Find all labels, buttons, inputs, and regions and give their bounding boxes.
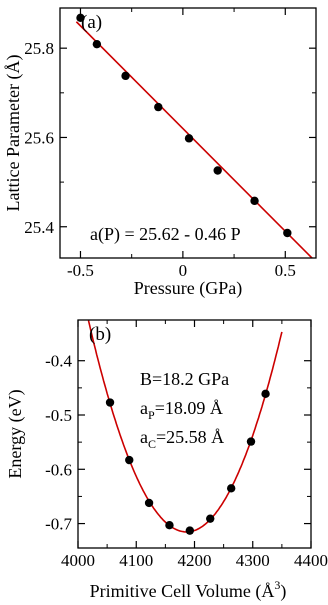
plot-frame — [59, 7, 317, 259]
data-point — [206, 514, 215, 523]
data-point — [121, 71, 130, 81]
panel-b: 4000 4100 4200 4300 4400 -0.7 -0.6 -0.5 -0.4 (b)… — [5, 319, 328, 602]
bulk-modulus-label: B=18.2 GPa — [140, 369, 229, 389]
x-tick-label: 4000 — [61, 551, 95, 570]
data-point — [246, 437, 256, 446]
fit-line — [75, 21, 313, 259]
x-tick-label: 4300 — [236, 551, 270, 570]
data-point — [184, 134, 194, 143]
y-axis-title: Lattice Parameter (Å) — [3, 55, 24, 212]
y-tick-label: -0.6 — [45, 460, 72, 479]
panel-a: -0.5 0 0.5 25.4 25.6 25.8 (a) a(P) = 25.62 - … — [3, 7, 317, 299]
data-point — [283, 228, 292, 238]
data-point — [185, 526, 195, 535]
data-point — [144, 498, 154, 508]
x-tick-label: 0.5 — [275, 261, 296, 280]
x-tick-label: -0.5 — [67, 261, 94, 280]
y-tick-label: -0.4 — [45, 352, 72, 371]
fit-equation: a(P) = 25.62 - 0.46 P — [90, 224, 241, 245]
x-tick-label: 4400 — [294, 551, 328, 570]
x-tick-label: 4100 — [119, 551, 153, 570]
y-tick-label: 25.4 — [24, 218, 54, 237]
y-tick-label: -0.7 — [45, 515, 72, 534]
panel-label: (a) — [81, 12, 102, 33]
x-tick-label: 4200 — [178, 551, 212, 570]
y-tick-label: 25.8 — [24, 39, 54, 58]
data-point — [250, 196, 259, 206]
x-axis-title: Primitive Cell Volume (Å3) — [90, 578, 287, 602]
data-point — [213, 166, 222, 175]
y-tick-label: 25.6 — [24, 128, 54, 147]
ac-label: aC=25.58 Å — [140, 427, 224, 451]
data-point — [125, 455, 134, 465]
x-axis-title: Pressure (GPa) — [134, 278, 242, 299]
x-tick-label: 0 — [179, 261, 188, 280]
data-point — [226, 484, 236, 493]
data-point — [76, 13, 85, 23]
data-point — [92, 39, 102, 49]
y-axis-title: Energy (eV) — [5, 389, 26, 478]
data-point — [165, 521, 174, 530]
data-point — [154, 102, 163, 112]
data-point — [105, 398, 115, 407]
panel-label: (b) — [89, 324, 111, 345]
ap-label: aP=18.09 Å — [140, 398, 223, 422]
y-tick-label: -0.5 — [45, 406, 72, 425]
data-point — [261, 389, 270, 399]
